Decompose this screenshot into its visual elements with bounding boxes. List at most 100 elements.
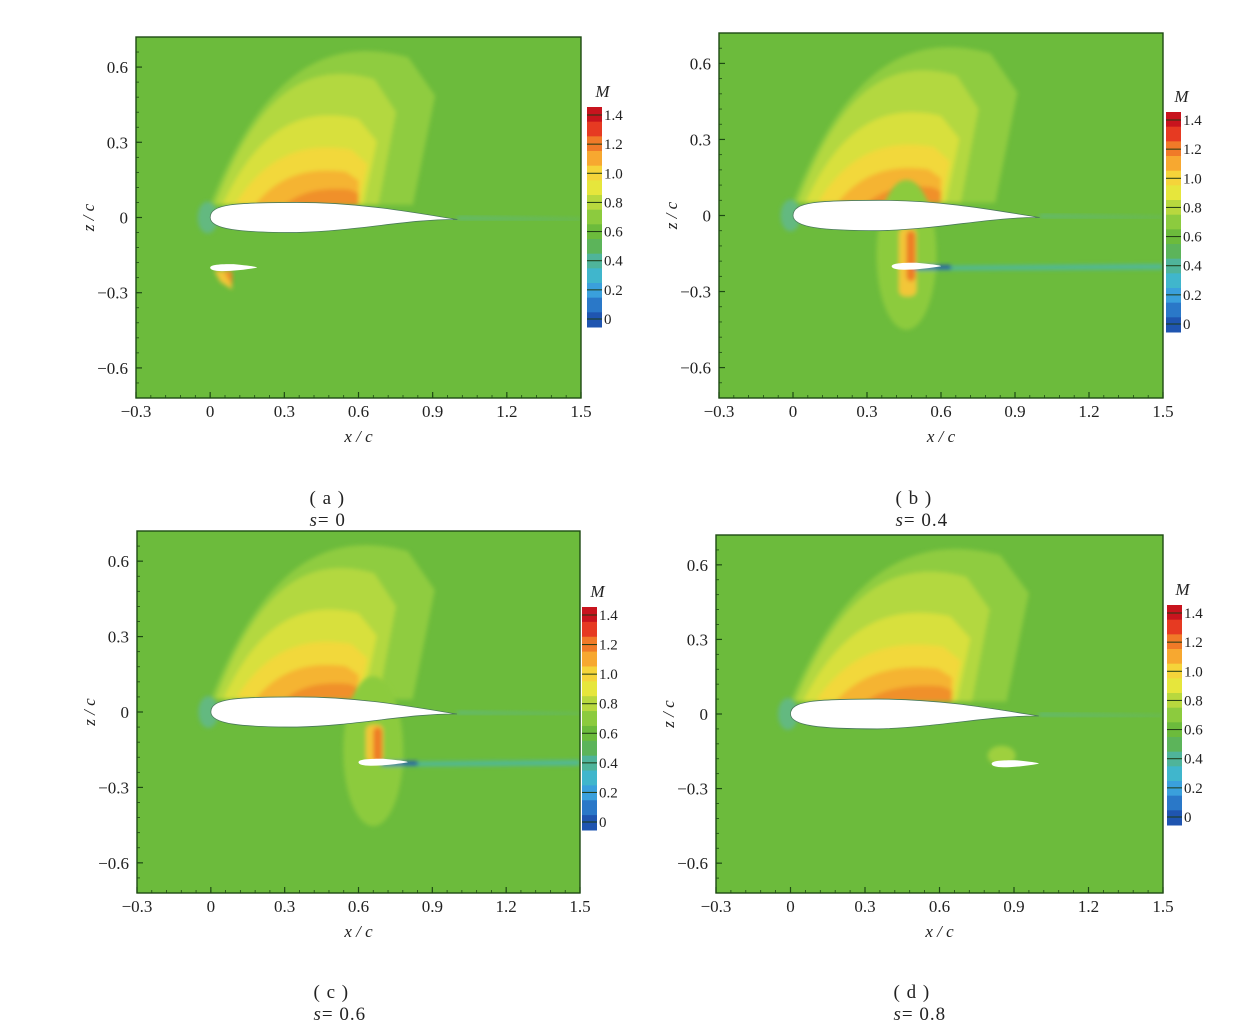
caption-s: s: [895, 510, 904, 531]
colorbar-tick-label: 0.4: [1184, 752, 1203, 768]
panel-d: −0.3 0 0.3 0.6 0.9 1.2 1.5 0.6 0.3 0 −0.3 −0.6 x / c…: [659, 534, 1203, 941]
y-tick-label: 0.3: [690, 130, 711, 149]
colorbar-tick-label: 1.2: [604, 137, 623, 153]
colorbar: 1.4 1.2 1.0 0.8 0.6 0.4 0.2 0 M: [1167, 580, 1203, 826]
main-airfoil: [209, 202, 458, 233]
caption-letter: ( d ): [893, 982, 931, 1003]
colorbar-tick-label: 0.6: [1184, 723, 1203, 739]
x-axis-label: x / c: [343, 922, 373, 941]
y-tick-label: 0: [120, 209, 129, 228]
caption-d: ( d ) s= 0.8: [882, 960, 946, 1026]
colorbar-tick-label: 1.0: [1183, 171, 1202, 187]
colorbar-tick-label: 1.4: [1183, 113, 1202, 129]
y-axis-label: z / c: [79, 203, 98, 232]
x-tick-label: 0.6: [348, 897, 369, 916]
colorbar-tick-label: 1.0: [604, 166, 623, 182]
caption-letter: ( c ): [313, 982, 350, 1003]
colorbar-tick-label: 0.4: [604, 254, 623, 270]
supersonic-lobe: [210, 51, 436, 205]
colorbar-tick-label: 0: [1184, 810, 1192, 826]
colorbar-tick-label: 1.2: [1184, 635, 1203, 651]
y-tick-label: −0.6: [680, 359, 711, 378]
x-tick-label: 0.6: [929, 897, 950, 916]
colorbar-title: M: [1174, 580, 1190, 599]
main-airfoil: [792, 199, 1040, 232]
caption-value: = 0.4: [903, 510, 949, 531]
colorbar: 1.4 1.2 1.0 0.8 0.6 0.4 0.2 0 M: [582, 582, 618, 831]
x-tick-label: −0.3: [704, 402, 735, 421]
colorbar-tick-label: 1.2: [599, 638, 618, 654]
y-tick-label: −0.6: [677, 854, 708, 873]
x-tick-label: 0.9: [422, 897, 443, 916]
flap-airfoil: [991, 760, 1039, 768]
colorbar-tick-label: 0: [604, 312, 612, 328]
x-tick-label: 0.3: [274, 402, 295, 421]
colorbar-title: M: [589, 582, 605, 601]
x-tick-label: 1.5: [570, 402, 591, 421]
colorbar-tick-label: 1.0: [599, 667, 618, 683]
y-tick-label: 0: [121, 703, 130, 722]
y-axis-label: z / c: [80, 698, 99, 727]
y-tick-label: −0.3: [97, 284, 128, 303]
y-tick-label: 0.6: [107, 58, 128, 77]
x-tick-label: 0: [789, 402, 798, 421]
contour-field: [719, 33, 1163, 398]
panel-a: −0.3 0 0.3 0.6 0.9 1.2 1.5 0.6 0.3 0 −0.3 −0.6 x / c…: [0, 0, 630, 500]
colorbar-tick-label: 0.2: [604, 283, 623, 299]
y-tick-label: 0.6: [687, 556, 708, 575]
contour-plot-d: −0.3 0 0.3 0.6 0.9 1.2 1.5 0.6 0.3 0 −0.3 −0.6 x / c…: [659, 534, 1203, 941]
supersonic-lobe: [210, 545, 435, 700]
colorbar-tick-label: 1.0: [1184, 664, 1203, 680]
contour-plot-b: −0.3 0 0.3 0.6 0.9 1.2 1.5 0.6 0.3 0 −0.3 −0.6 x / c…: [662, 32, 1202, 446]
x-tick-label: 0.9: [1004, 402, 1025, 421]
caption-b: ( b ) s= 0.4: [884, 466, 948, 532]
colorbar-title: M: [1173, 87, 1189, 106]
colorbar-tick-label: 0: [599, 815, 607, 831]
caption-value: = 0.6: [321, 1004, 367, 1025]
y-tick-label: 0.3: [687, 630, 708, 649]
x-tick-label: 0.3: [274, 897, 295, 916]
caption-letter: ( b ): [895, 488, 933, 509]
y-tick-label: 0: [703, 207, 712, 226]
x-axis-label: x / c: [924, 922, 954, 941]
colorbar-tick-label: 0.6: [1183, 230, 1202, 246]
contour-field: [716, 535, 1163, 893]
colorbar-tick-label: 1.4: [599, 608, 618, 624]
x-tick-label: 1.2: [496, 402, 517, 421]
x-tick-label: −0.3: [121, 402, 152, 421]
colorbar-tick-label: 1.4: [604, 108, 623, 124]
panel-c: −0.3 0 0.3 0.6 0.9 1.2 1.5 0.6 0.3 0 −0.3 −0.6 x / c…: [0, 0, 630, 1000]
colorbar-tick-label: 0.2: [599, 785, 618, 801]
colorbar-tick-label: 0.8: [599, 697, 618, 713]
caption-s: s: [313, 1004, 322, 1025]
caption-value: = 0: [317, 510, 346, 531]
supersonic-lobe: [793, 47, 1018, 203]
y-tick-label: −0.3: [98, 778, 129, 797]
y-axis-label: z / c: [662, 201, 681, 230]
contour-plot-c: −0.3 0 0.3 0.6 0.9 1.2 1.5 0.6 0.3 0 −0.3 −0.6 x / c…: [80, 530, 618, 941]
y-tick-label: −0.6: [98, 854, 129, 873]
x-tick-label: 1.2: [1078, 402, 1099, 421]
colorbar-tick-label: 0.6: [599, 726, 618, 742]
y-tick-label: −0.3: [680, 283, 711, 302]
colorbar-tick-label: 1.4: [1184, 606, 1203, 622]
x-tick-label: 0.9: [1003, 897, 1024, 916]
colorbar-tick-label: 0.8: [604, 195, 623, 211]
colorbar-tick-label: 0.8: [1184, 693, 1203, 709]
x-tick-label: 0: [207, 897, 216, 916]
contour-field: [137, 531, 580, 893]
colorbar-tick-label: 0: [1183, 317, 1191, 333]
colorbar-tick-label: 0.8: [1183, 200, 1202, 216]
colorbar-tick-label: 0.4: [599, 756, 618, 772]
y-tick-label: 0: [700, 705, 709, 724]
x-axis-label: x / c: [343, 427, 373, 446]
flap-airfoil: [358, 758, 408, 766]
x-tick-label: 1.2: [496, 897, 517, 916]
colorbar: 1.4 1.2 1.0 0.8 0.6 0.4 0.2 0 M: [1166, 87, 1202, 333]
flap-airfoil: [210, 264, 258, 272]
main-airfoil: [210, 696, 458, 728]
colorbar-tick-label: 0.4: [1183, 259, 1202, 275]
caption-value: = 0.8: [901, 1004, 947, 1025]
y-axis-label: z / c: [659, 700, 678, 729]
main-airfoil: [790, 698, 1039, 730]
